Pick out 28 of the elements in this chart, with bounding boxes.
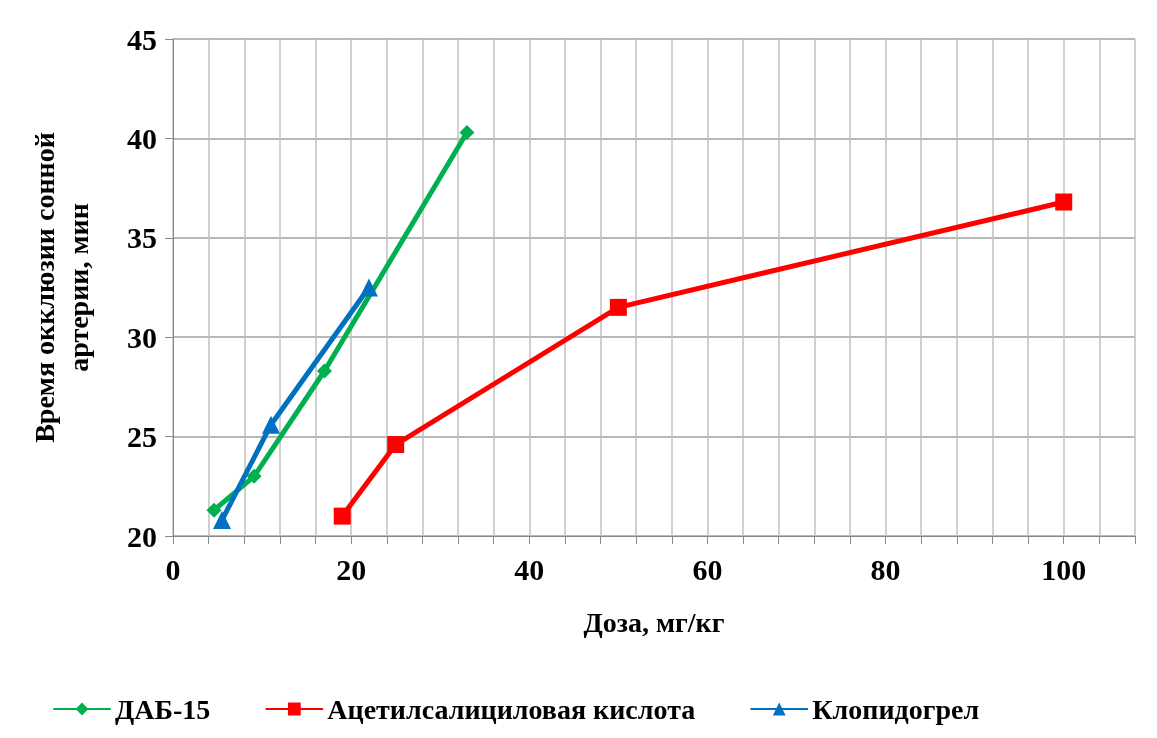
x-tick-label: 0 [165,552,181,586]
point [206,502,222,518]
x-tick-label: 60 [692,552,723,586]
x-axis-title: Доза, мг/кг [583,606,725,638]
point [246,468,262,484]
y-tick-label: 20 [127,519,157,553]
legend-label: ДАБ-15 [115,693,211,725]
point [459,124,475,140]
y-axis-title: Время окклюзии сонной артерии, мин [28,132,94,443]
point [359,278,378,297]
y-tick-label: 45 [127,22,157,56]
y-tick-label: 25 [127,420,157,454]
x-tick-label: 80 [870,552,901,586]
point [212,511,231,530]
point [387,436,405,454]
point [316,363,332,379]
y-tick-label: 40 [127,121,157,155]
point [609,298,627,316]
point [1055,193,1073,211]
legend-label: Клопидогрел [812,693,980,725]
x-tick-label: 20 [336,552,367,586]
point [261,415,280,434]
y-tick-label: 35 [127,221,157,255]
x-tick-label: 40 [514,552,545,586]
point [333,507,351,525]
legend-label: Ацетилсалициловая кислота [327,693,696,725]
y-tick-label: 30 [127,320,157,354]
x-tick-label: 100 [1041,552,1087,586]
